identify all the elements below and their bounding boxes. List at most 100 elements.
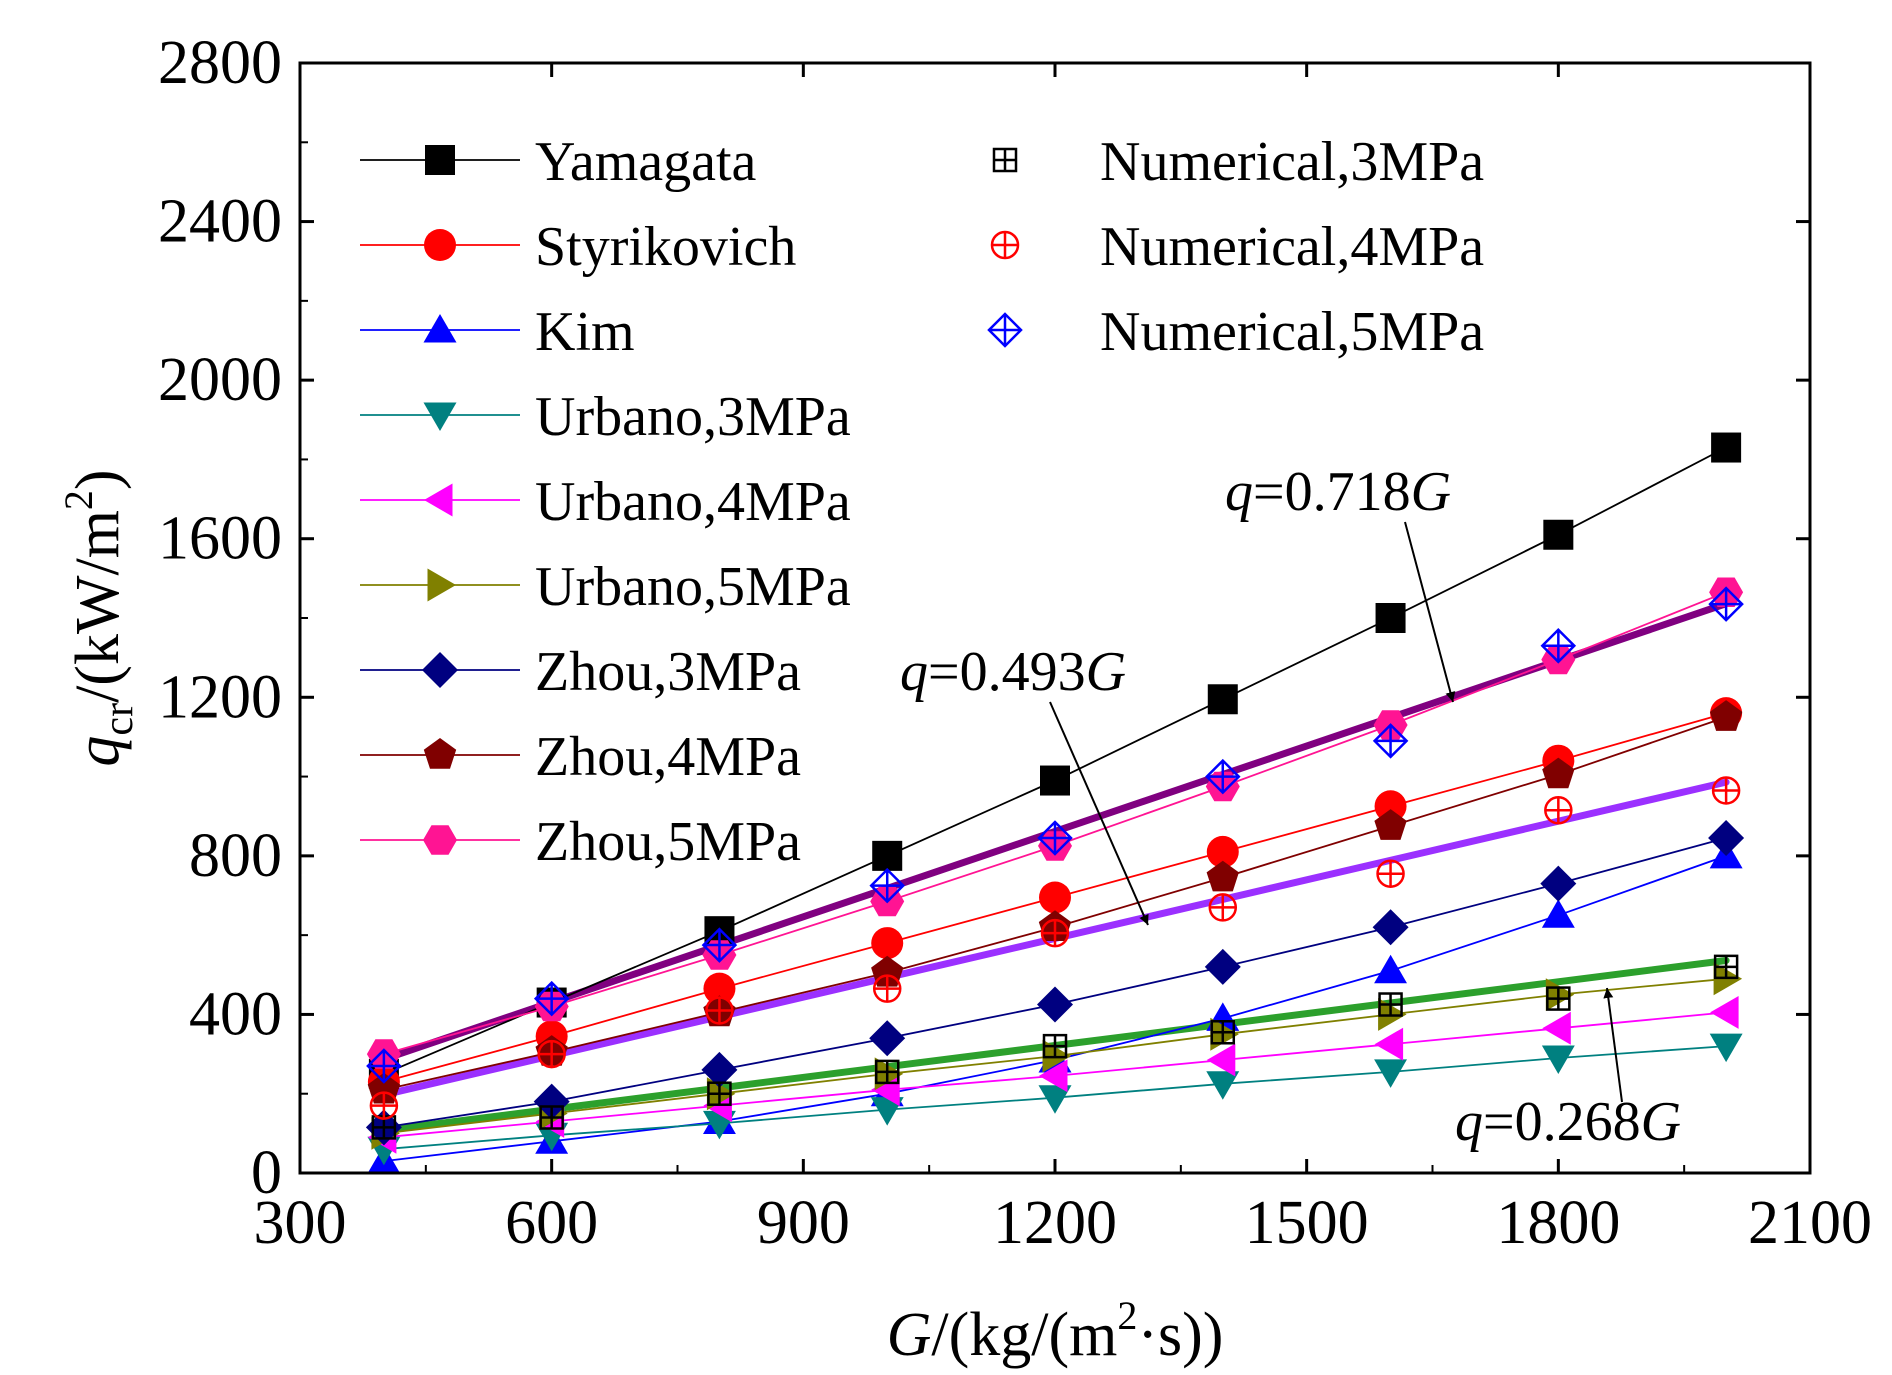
- legend-label: Numerical,4MPa: [1100, 216, 1484, 278]
- legend-item: Styrikovich: [360, 216, 796, 278]
- data-point: [1205, 758, 1241, 795]
- data-point: [1711, 776, 1741, 805]
- x-axis-label: G/(kg/(m2·s)): [887, 1293, 1224, 1369]
- axes: 300 600 900 1200 1500 1800 2100 0 400 800 1200 1600…: [158, 29, 1872, 1257]
- fit-line-label: q=0.493G: [900, 641, 1126, 703]
- y-tick-label: 1600: [158, 505, 282, 573]
- x-tick-label: 900: [757, 1189, 850, 1257]
- data-point: [366, 1048, 402, 1084]
- data-point: [1541, 1045, 1575, 1074]
- data-point: [533, 1083, 570, 1120]
- legend-label: Numerical,5MPa: [1100, 301, 1484, 363]
- legend-label: Numerical,3MPa: [1100, 131, 1484, 193]
- data-point: [1040, 765, 1070, 796]
- series-11: [369, 776, 1741, 1120]
- legend-item: Urbano,3MPa: [360, 386, 851, 448]
- y-tick-label: 800: [189, 822, 282, 890]
- legend: Yamagata Styrikovich Kim Urbano,3MPa Urbano,…: [360, 131, 1484, 873]
- data-point: [703, 972, 736, 1005]
- data-point: [1709, 700, 1743, 731]
- annotations: q=0.718G q=0.493G q=0.268G: [900, 461, 1681, 1153]
- legend-marker: [425, 145, 455, 175]
- data-point: [872, 974, 902, 1003]
- data-point: [701, 1051, 738, 1088]
- legend-marker: [424, 229, 456, 261]
- legend-label: Zhou,3MPa: [535, 641, 801, 703]
- y-tick-label: 2000: [158, 346, 282, 414]
- data-point: [1037, 820, 1073, 856]
- data-point: [1541, 899, 1575, 928]
- data-point: [1039, 1059, 1068, 1093]
- data-point: [1709, 1033, 1743, 1063]
- data-point: [1039, 881, 1071, 914]
- data-point: [1374, 809, 1407, 840]
- data-point: [1206, 1071, 1240, 1100]
- legend-item: Urbano,4MPa: [360, 471, 851, 533]
- data-point: [1374, 1027, 1404, 1061]
- legend-label: Zhou,5MPa: [535, 811, 801, 873]
- legend-item: Zhou,5MPa: [360, 811, 801, 873]
- data-point: [1207, 684, 1238, 715]
- legend-label: Urbano,5MPa: [535, 556, 851, 618]
- legend-item: Numerical,3MPa: [992, 131, 1484, 193]
- legend-marker: [990, 230, 1020, 260]
- data-point: [1042, 1033, 1068, 1059]
- y-tick-label: 2800: [158, 29, 282, 97]
- data-point: [869, 867, 905, 904]
- data-point: [1372, 909, 1409, 946]
- data-point: [1378, 992, 1403, 1017]
- y-axis-label: qcr/(kW/m2): [56, 469, 142, 766]
- data-point: [537, 1039, 566, 1069]
- x-tick-label: 2100: [1748, 1189, 1872, 1257]
- annotation-arrow: [1049, 701, 1149, 926]
- data-point: [1544, 796, 1573, 825]
- legend-marker: [424, 483, 453, 517]
- data-point: [1038, 1085, 1072, 1114]
- data-point: [1374, 1059, 1407, 1088]
- legend-marker: [423, 825, 457, 855]
- legend-item: Numerical,5MPa: [987, 301, 1484, 363]
- series-12: [366, 586, 1744, 1084]
- series-layer: [365, 432, 1745, 1174]
- data-point: [533, 980, 570, 1017]
- data-point: [1206, 860, 1239, 892]
- legend-marker: [423, 314, 457, 343]
- x-tick-label: 1200: [993, 1189, 1117, 1257]
- legend-label: Urbano,4MPa: [535, 471, 851, 533]
- legend-item: Yamagata: [360, 131, 757, 193]
- data-point: [1711, 432, 1742, 463]
- legend-marker: [987, 312, 1023, 348]
- data-point: [1542, 757, 1575, 789]
- data-point: [1372, 723, 1409, 759]
- y-tick-label: 0: [251, 1139, 282, 1207]
- legend-marker: [992, 147, 1018, 173]
- data-point: [871, 927, 904, 960]
- data-point: [1206, 835, 1239, 868]
- legend-label: Styrikovich: [535, 216, 796, 278]
- data-point: [1708, 586, 1744, 622]
- data-point: [1210, 1020, 1236, 1045]
- data-point: [1708, 820, 1745, 856]
- legend-item: Kim: [360, 301, 635, 363]
- y-tick-label: 1200: [158, 663, 282, 731]
- legend-item: Numerical,4MPa: [990, 216, 1484, 278]
- data-point: [1376, 859, 1405, 888]
- x-tick-label: 300: [254, 1189, 347, 1257]
- axis-labels: G/(kg/(m2·s)) qcr/(kW/m2): [56, 469, 1223, 1369]
- legend-label: Kim: [535, 301, 635, 363]
- data-point: [872, 840, 903, 871]
- series-7: [365, 820, 1745, 1146]
- series-10: [371, 954, 1739, 1140]
- data-point: [1710, 996, 1739, 1029]
- data-point: [1037, 986, 1073, 1023]
- data-point: [1542, 1011, 1571, 1045]
- legend-marker: [427, 568, 456, 602]
- legend-label: Urbano,3MPa: [535, 386, 851, 448]
- legend-marker: [423, 402, 457, 431]
- data-point: [539, 1105, 564, 1130]
- data-point: [371, 1115, 397, 1140]
- data-point: [870, 1097, 904, 1126]
- legend-label: Yamagata: [535, 131, 757, 193]
- y-tick-label: 400: [189, 980, 282, 1048]
